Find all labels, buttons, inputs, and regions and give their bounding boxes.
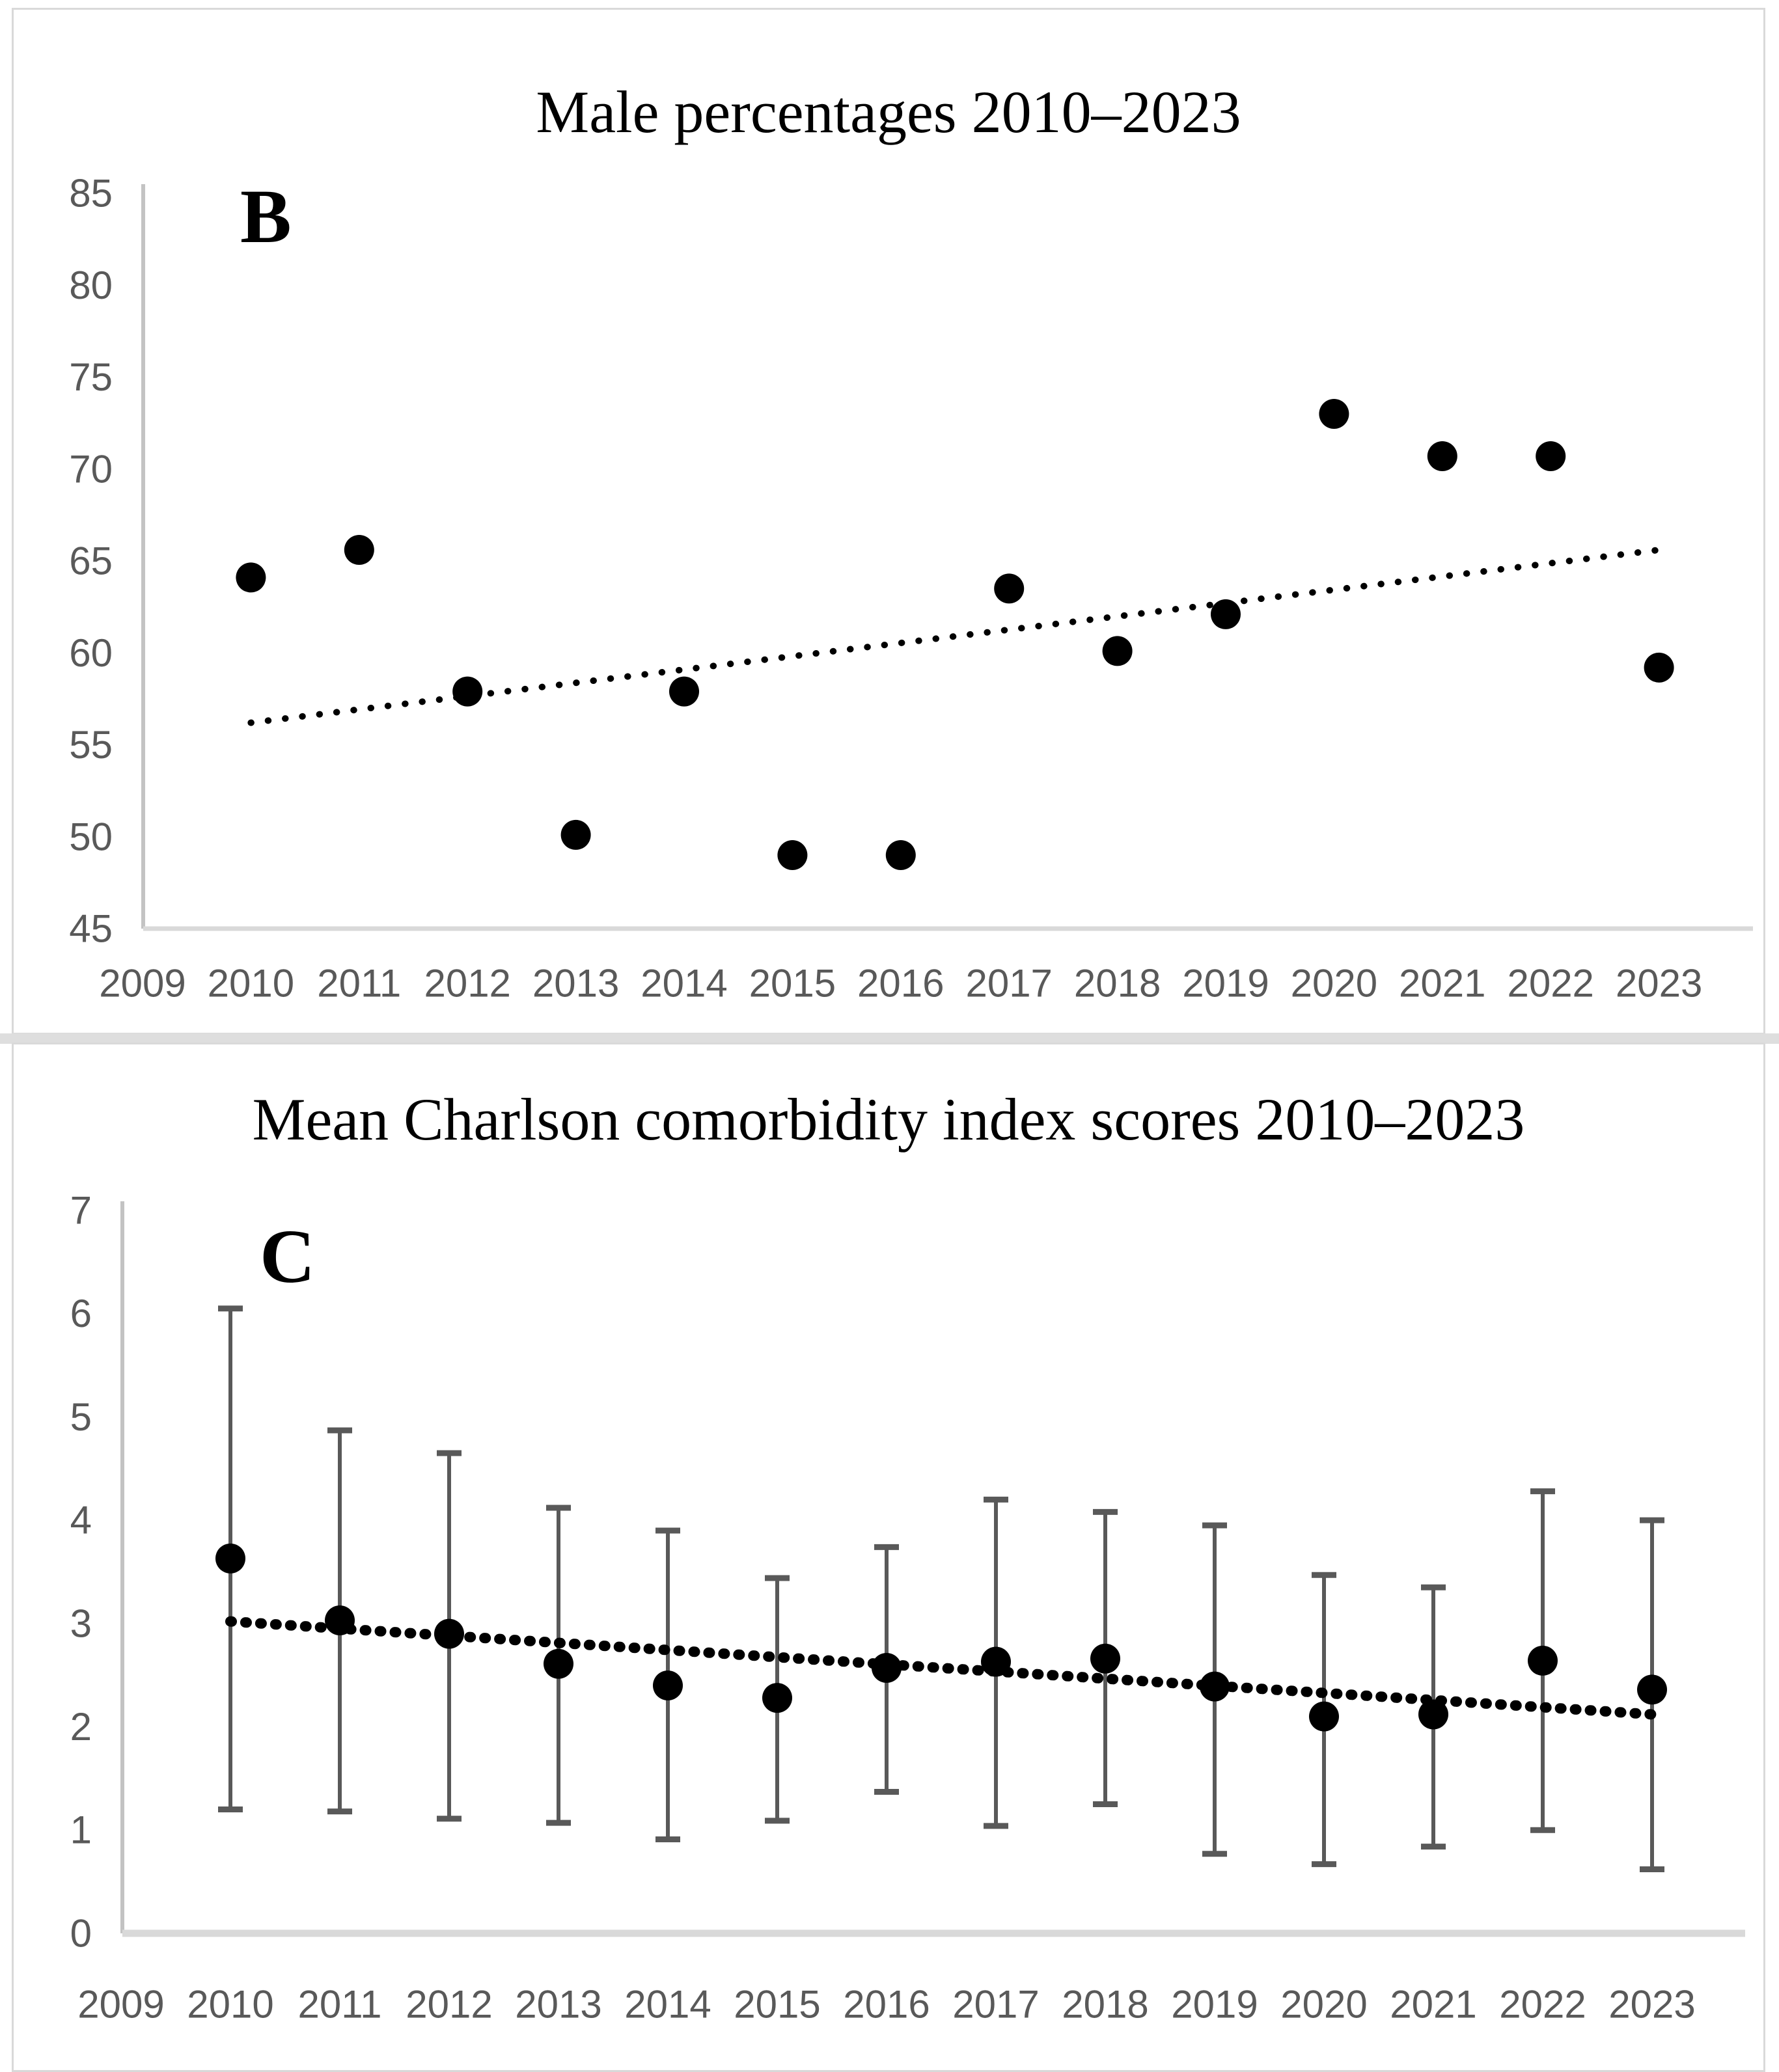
x-axis-tick-label: 2023 bbox=[1616, 962, 1702, 1005]
data-point bbox=[1427, 441, 1457, 471]
data-point bbox=[1637, 1674, 1667, 1705]
x-axis-tick-label: 2014 bbox=[624, 1983, 711, 2026]
y-axis-tick-label: 4 bbox=[70, 1499, 92, 1542]
data-point bbox=[1536, 441, 1566, 471]
data-point bbox=[215, 1543, 245, 1574]
x-axis-tick-label: 2016 bbox=[843, 1983, 930, 2026]
x-axis-tick-label: 2016 bbox=[857, 962, 944, 1005]
x-axis-tick-label: 2011 bbox=[317, 962, 401, 1005]
x-axis-tick-label: 2022 bbox=[1499, 1983, 1586, 2026]
chart-c-title: Mean Charlson comorbidity index scores 2… bbox=[252, 1086, 1525, 1152]
x-axis-tick-label: 2010 bbox=[208, 962, 294, 1005]
data-point bbox=[1211, 599, 1241, 629]
data-point bbox=[669, 676, 699, 707]
x-axis-tick-label: 2012 bbox=[406, 1983, 492, 2026]
data-point bbox=[236, 562, 266, 593]
y-axis-tick-label: 3 bbox=[70, 1602, 92, 1645]
data-point bbox=[1418, 1699, 1448, 1730]
x-axis-tick-label: 2015 bbox=[734, 1983, 820, 2026]
data-point bbox=[885, 840, 916, 870]
chart-b-title: Male percentages 2010–2023 bbox=[536, 79, 1241, 145]
data-point bbox=[777, 840, 808, 870]
y-axis-tick-label: 50 bbox=[69, 815, 113, 858]
panel-divider bbox=[0, 1033, 1779, 1044]
y-axis-tick-label: 6 bbox=[70, 1292, 92, 1335]
data-point bbox=[1319, 399, 1349, 429]
y-axis-tick-label: 5 bbox=[70, 1395, 92, 1439]
panel-chart-b: 45 50 55 60 65 70 75 80 85 2009 2010 2011 2012 2013 20… bbox=[12, 8, 1765, 1035]
data-point bbox=[344, 535, 374, 566]
data-point bbox=[1528, 1645, 1558, 1676]
y-axis-tick-label: 55 bbox=[69, 723, 113, 767]
data-point bbox=[560, 819, 591, 850]
x-axis-tick-label: 2019 bbox=[1171, 1983, 1258, 2026]
data-point bbox=[1090, 1643, 1120, 1674]
data-point bbox=[994, 573, 1025, 604]
panel-chart-c: 0 1 2 3 4 5 6 7 2009 2010 2011 2012 2013 2014 2015 2016… bbox=[12, 1043, 1765, 2072]
y-axis-tick-label: 1 bbox=[70, 1808, 92, 1852]
data-point bbox=[762, 1683, 792, 1713]
x-axis-tick-label: 2019 bbox=[1182, 962, 1269, 1005]
x-axis-tick-label: 2011 bbox=[297, 1983, 381, 2026]
chart-b-panel-label: B bbox=[240, 174, 292, 259]
y-axis-tick-label: 60 bbox=[69, 631, 113, 675]
y-axis-tick-label: 70 bbox=[69, 447, 113, 491]
trendline bbox=[225, 1616, 1657, 1720]
y-axis-tick-label: 45 bbox=[69, 907, 113, 951]
x-axis-tick-label: 2018 bbox=[1062, 1983, 1148, 2026]
y-axis-tick-label: 65 bbox=[69, 539, 113, 583]
x-axis-tick-label: 2022 bbox=[1507, 962, 1593, 1005]
chart-c-panel-label: C bbox=[260, 1214, 316, 1299]
y-axis-tick-label: 80 bbox=[69, 264, 113, 307]
data-point bbox=[1644, 652, 1674, 683]
x-axis-tick-label: 2017 bbox=[952, 1983, 1039, 2026]
y-axis-tick-label: 2 bbox=[70, 1705, 92, 1749]
data-point bbox=[452, 676, 483, 707]
x-axis-tick-label: 2018 bbox=[1074, 962, 1161, 1005]
data-point bbox=[1102, 636, 1133, 666]
x-axis-tick-label: 2013 bbox=[515, 1983, 601, 2026]
x-axis-tick-label: 2009 bbox=[99, 962, 186, 1005]
y-axis-tick-label: 85 bbox=[69, 172, 113, 215]
data-point bbox=[1309, 1701, 1339, 1732]
y-axis-tick-label: 0 bbox=[70, 1911, 92, 1955]
chart-b-plot: 45 50 55 60 65 70 75 80 85 2009 2010 2011 2012 2013 20… bbox=[69, 172, 1753, 1005]
trendline bbox=[247, 547, 1662, 726]
x-axis-tick-label: 2020 bbox=[1291, 962, 1377, 1005]
x-axis-tick-label: 2009 bbox=[77, 1983, 164, 2026]
x-axis-tick-label: 2010 bbox=[187, 1983, 273, 2026]
x-axis-tick-label: 2020 bbox=[1280, 1983, 1367, 2026]
x-axis-tick-label: 2021 bbox=[1399, 962, 1485, 1005]
data-point bbox=[653, 1670, 683, 1701]
x-axis-tick-label: 2015 bbox=[749, 962, 836, 1005]
x-axis-tick-label: 2012 bbox=[424, 962, 510, 1005]
x-axis-tick-label: 2017 bbox=[965, 962, 1052, 1005]
x-axis-tick-label: 2023 bbox=[1608, 1983, 1695, 2026]
data-point bbox=[544, 1648, 573, 1679]
x-axis-tick-label: 2021 bbox=[1390, 1983, 1476, 2026]
y-axis-tick-label: 75 bbox=[69, 355, 113, 399]
chart-c-plot: 0 1 2 3 4 5 6 7 2009 2010 2011 2012 2013 2014 2015 2016… bbox=[70, 1189, 1745, 2026]
x-axis-tick-label: 2013 bbox=[532, 962, 619, 1005]
y-axis-tick-label: 7 bbox=[70, 1189, 92, 1233]
x-axis-tick-label: 2014 bbox=[641, 962, 727, 1005]
